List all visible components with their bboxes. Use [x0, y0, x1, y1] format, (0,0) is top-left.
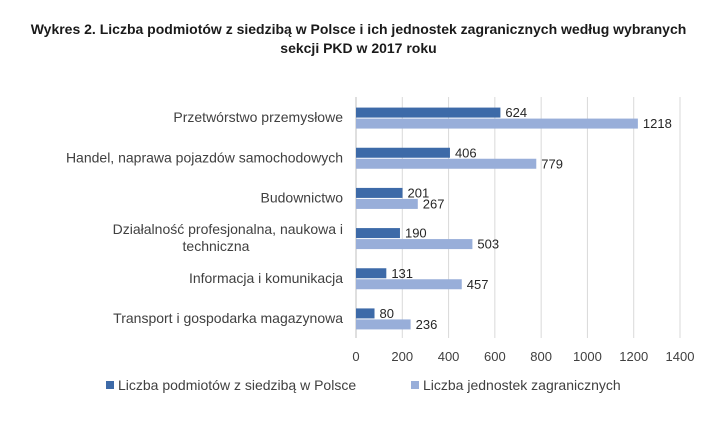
chart-title: Wykres 2. Liczba podmiotów z siedzibą w …: [0, 20, 717, 58]
category-label: Informacja i komunikacja: [189, 270, 343, 286]
bar-zagraniczne: [356, 279, 462, 290]
bar-zagraniczne: [356, 118, 638, 129]
bar-polska: [356, 187, 403, 198]
data-label: 624: [505, 105, 527, 120]
bar-zagraniczne: [356, 319, 411, 330]
legend-label: Liczba jednostek zagranicznych: [423, 377, 621, 393]
chart-title-line-1: Wykres 2. Liczba podmiotów z siedzibą w …: [30, 21, 687, 37]
bars: [356, 107, 638, 330]
bar-zagraniczne: [356, 158, 537, 169]
data-label: 201: [408, 185, 430, 200]
category-label: Działalność profesjonalna, naukowa i: [113, 221, 343, 237]
x-tick-labels: 0 200 400 600 800 1000 1200 1400: [352, 349, 694, 364]
legend-swatch: [411, 381, 419, 389]
category-label: Transport i gospodarka magazynowa: [113, 310, 343, 326]
x-tick-label: 400: [438, 349, 460, 364]
x-tick-label: 0: [352, 349, 359, 364]
bar-polska: [356, 107, 501, 118]
data-label: 779: [541, 156, 563, 171]
x-tick-label: 1000: [573, 349, 602, 364]
category-label: Handel, naprawa pojazdów samochodowych: [66, 149, 343, 165]
legend: Liczba podmiotów z siedzibą w Polsce Licz…: [106, 377, 621, 393]
x-tick-label: 1200: [619, 349, 648, 364]
data-label: 131: [391, 266, 413, 281]
bar-polska: [356, 228, 400, 239]
data-label: 236: [416, 317, 438, 332]
legend-label: Liczba podmiotów z siedzibą w Polsce: [118, 377, 356, 393]
bar-polska: [356, 147, 450, 158]
bar-zagraniczne: [356, 239, 473, 250]
bar-polska: [356, 308, 375, 319]
chart-title-line-2: sekcji PKD w 2017 roku: [280, 40, 437, 56]
x-tick-label: 600: [484, 349, 506, 364]
category-label: Przetwórstwo przemysłowe: [173, 109, 343, 125]
x-tick-label: 1400: [666, 349, 695, 364]
data-label: 406: [455, 145, 477, 160]
data-label: 80: [380, 306, 394, 321]
data-label: 503: [477, 237, 499, 252]
data-label: 457: [467, 277, 489, 292]
x-tick-label: 200: [391, 349, 413, 364]
category-label: techniczna: [183, 238, 250, 254]
data-label: 267: [423, 196, 445, 211]
category-label: Budownictwo: [261, 189, 344, 205]
legend-swatch: [106, 381, 114, 389]
data-label: 190: [405, 226, 427, 241]
x-tick-label: 800: [530, 349, 552, 364]
bar-polska: [356, 268, 387, 279]
data-label: 1218: [643, 116, 672, 131]
gridlines: [355, 97, 681, 338]
bar-zagraniczne: [356, 198, 418, 209]
category-labels: Przetwórstwo przemysłowe Handel, naprawa …: [66, 109, 343, 326]
